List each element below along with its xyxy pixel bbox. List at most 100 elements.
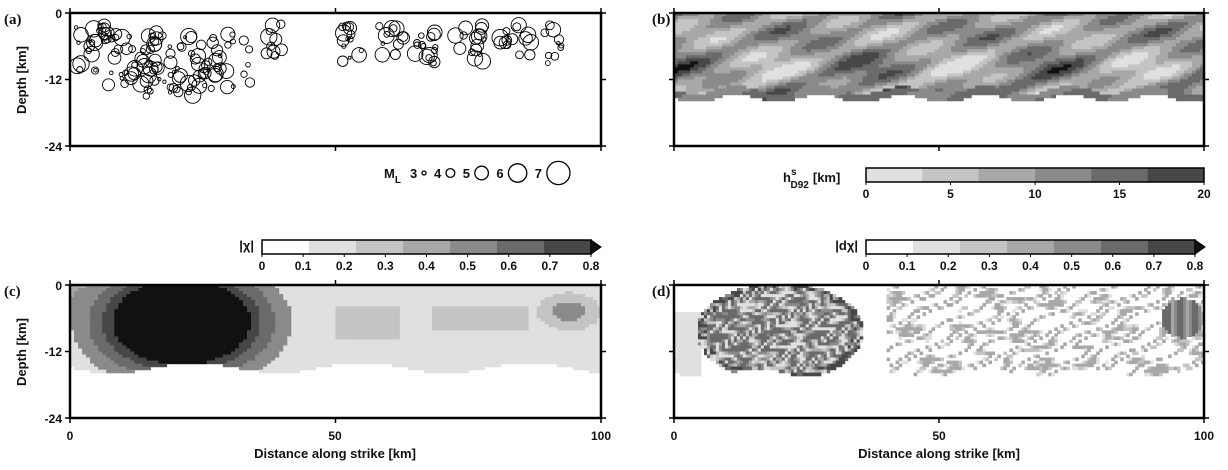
heatmap-cell	[162, 285, 168, 289]
heatmap-cell	[987, 58, 992, 62]
heatmap-cell	[726, 73, 731, 78]
heatmap-cell	[862, 64, 868, 69]
heatmap-cell	[874, 25, 880, 29]
heatmap-cell	[674, 43, 679, 47]
heatmap-cell	[1007, 70, 1012, 75]
heatmap-cell	[1159, 55, 1165, 59]
heatmap-cell	[694, 88, 699, 93]
heatmap-cell	[922, 43, 928, 47]
heatmap-cell	[906, 76, 912, 81]
heatmap-cell	[1159, 49, 1165, 53]
heatmap-cell	[834, 31, 840, 35]
heatmap-cell	[939, 82, 944, 87]
heatmap-cell	[1127, 52, 1133, 56]
heatmap-cell	[1127, 43, 1133, 47]
heatmap-cell	[1135, 55, 1141, 59]
heatmap-cell	[999, 70, 1004, 75]
heatmap-cell	[106, 291, 111, 295]
heatmap-cell	[1175, 61, 1181, 65]
heatmap-cell	[794, 55, 800, 59]
heatmap-cell	[295, 288, 300, 292]
heatmap-cell	[774, 25, 779, 29]
heatmap-cell	[1139, 43, 1145, 47]
y-axis-label: Depth [km]	[14, 46, 29, 114]
heatmap-cell	[706, 55, 711, 59]
heatmap-cell	[806, 76, 812, 81]
heatmap-cell	[1051, 34, 1057, 38]
heatmap-cell	[882, 13, 888, 17]
heatmap-cell	[790, 82, 796, 87]
heatmap-cell	[766, 61, 771, 65]
heatmap-cell	[995, 22, 1000, 26]
heatmap-cell	[1047, 55, 1053, 59]
heatmap-cell	[1099, 52, 1105, 56]
heatmap-cell	[1151, 46, 1157, 50]
heatmap-cell	[1003, 37, 1008, 41]
heatmap-cell	[874, 85, 880, 90]
heatmap-cell	[750, 61, 755, 65]
heatmap-cell	[762, 43, 767, 47]
heatmap-cell	[1087, 31, 1093, 35]
heatmap-cell	[686, 37, 691, 41]
heatmap-cell	[1131, 94, 1137, 99]
heatmap-cell	[1111, 55, 1117, 59]
heatmap-cell	[866, 49, 872, 53]
heatmap-cell	[987, 73, 992, 78]
earthquake-marker	[471, 28, 488, 45]
heatmap-cell	[1063, 13, 1069, 17]
heatmap-cell	[1099, 55, 1105, 59]
heatmap-cell	[834, 22, 840, 26]
heatmap-cell	[1023, 76, 1028, 81]
heatmap-cell	[746, 82, 751, 87]
heatmap-cell	[951, 52, 956, 56]
heatmap-cell	[886, 13, 892, 17]
heatmap-cell	[1067, 13, 1073, 17]
heatmap-cell	[802, 52, 808, 56]
heatmap-cell	[806, 91, 812, 96]
heatmap-cell	[842, 76, 848, 81]
heatmap-cell	[1123, 64, 1129, 69]
heatmap-cell	[714, 49, 719, 53]
heatmap-cell	[786, 55, 792, 59]
heatmap-cell	[951, 88, 956, 93]
heatmap-cell	[1135, 16, 1141, 20]
heatmap-cell	[1099, 76, 1105, 81]
heatmap-cell	[818, 49, 824, 53]
heatmap-cell	[1063, 16, 1069, 20]
heatmap-cell	[866, 37, 872, 41]
heatmap-cell	[914, 55, 920, 59]
heatmap-cell	[178, 285, 184, 289]
heatmap-cell	[315, 288, 321, 292]
heatmap-cell	[963, 40, 968, 44]
heatmap-cell	[939, 58, 944, 62]
heatmap-cell	[943, 52, 948, 56]
heatmap-cell	[1071, 58, 1077, 62]
heatmap-cell	[766, 34, 771, 38]
heatmap-cell	[818, 67, 824, 72]
heatmap-cell	[1063, 70, 1069, 75]
heatmap-cell	[702, 97, 707, 102]
heatmap-cell	[770, 61, 775, 65]
heatmap-cell	[1143, 61, 1149, 65]
heatmap-cell	[914, 64, 920, 69]
heatmap-cell	[810, 13, 816, 17]
heatmap-cell	[846, 88, 852, 93]
heatmap-cell	[287, 291, 292, 295]
heatmap-cell	[1095, 64, 1101, 69]
heatmap-cell	[1175, 70, 1181, 75]
heatmap-cell	[1095, 94, 1101, 99]
heatmap-cell	[682, 43, 687, 47]
heatmap-cell	[1199, 94, 1205, 99]
heatmap-cell	[1135, 82, 1141, 87]
heatmap-cell	[690, 97, 695, 102]
heatmap-cell	[766, 22, 771, 26]
heatmap-cell	[1199, 16, 1205, 20]
heatmap-cell	[959, 25, 964, 29]
heatmap-cell	[1151, 79, 1157, 84]
heatmap-cell	[971, 79, 976, 84]
heatmap-cell	[934, 67, 940, 72]
heatmap-cell	[894, 61, 900, 65]
heatmap-cell	[802, 19, 808, 23]
heatmap-cell	[678, 64, 683, 69]
heatmap-cell	[730, 19, 735, 23]
